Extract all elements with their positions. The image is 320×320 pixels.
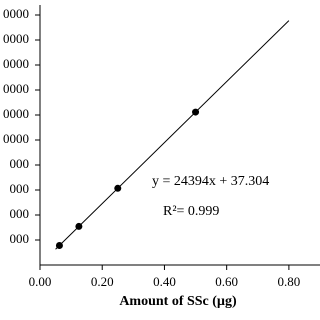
data-point bbox=[75, 222, 83, 230]
y-tick-label: 0000 bbox=[3, 81, 29, 96]
r-squared: R²= 0.999 bbox=[163, 204, 219, 219]
x-tick-label: 0.60 bbox=[215, 274, 238, 289]
data-point bbox=[114, 184, 122, 192]
y-tick-label: 000 bbox=[10, 181, 30, 196]
data-point bbox=[55, 241, 63, 249]
y-tick-label: 000 bbox=[10, 206, 30, 221]
y-tick-label: 0000 bbox=[3, 131, 29, 146]
y-tick-label: 000 bbox=[10, 231, 30, 246]
y-tick-label: 000 bbox=[10, 156, 30, 171]
data-point bbox=[192, 108, 200, 116]
y-tick-label: 0000 bbox=[3, 56, 29, 71]
y-tick-label: 0000 bbox=[3, 31, 29, 46]
x-tick-label: 0.20 bbox=[91, 274, 114, 289]
x-tick-label: 0.80 bbox=[278, 274, 301, 289]
equation: y = 24394x + 37.304 bbox=[152, 174, 269, 189]
trendline bbox=[55, 20, 290, 250]
x-tick-label: 0.40 bbox=[153, 274, 176, 289]
y-tick-label: 0000 bbox=[3, 106, 29, 121]
x-axis-label: Amount of SSc (µg) bbox=[119, 294, 237, 309]
x-tick-label: 0.00 bbox=[29, 274, 52, 289]
y-tick-label: 0000 bbox=[3, 6, 29, 21]
